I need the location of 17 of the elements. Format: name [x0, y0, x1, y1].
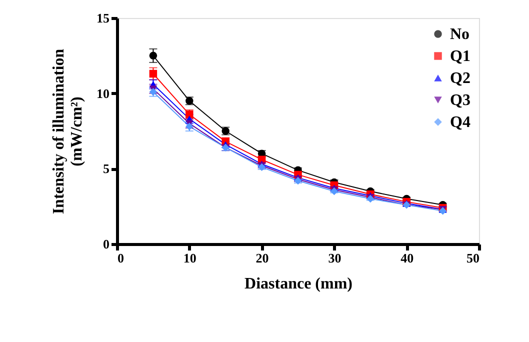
x-axis-title: Diastance (mm)	[244, 276, 352, 292]
x-tick-label: 50	[466, 250, 480, 266]
legend-label: Q4	[450, 114, 470, 131]
y-tick-label: 5	[103, 161, 110, 176]
legend-label: Q2	[450, 70, 470, 87]
y-tick-label: 10	[96, 86, 110, 101]
legend-label: No	[450, 26, 470, 43]
x-tick-label: 30	[328, 250, 342, 266]
x-tick-label: 40	[400, 250, 414, 266]
x-tick-label: 20	[256, 250, 269, 266]
legend-label: Q3	[450, 92, 470, 109]
y-tick-label: 15	[96, 10, 110, 26]
legend-label: Q1	[450, 48, 470, 65]
y-axis-title: Intensity of illumination (mW/cm²)	[50, 48, 86, 214]
x-tick-label: 0	[118, 250, 124, 266]
x-tick-label: 10	[183, 250, 196, 266]
y-tick-label: 0	[103, 236, 110, 252]
